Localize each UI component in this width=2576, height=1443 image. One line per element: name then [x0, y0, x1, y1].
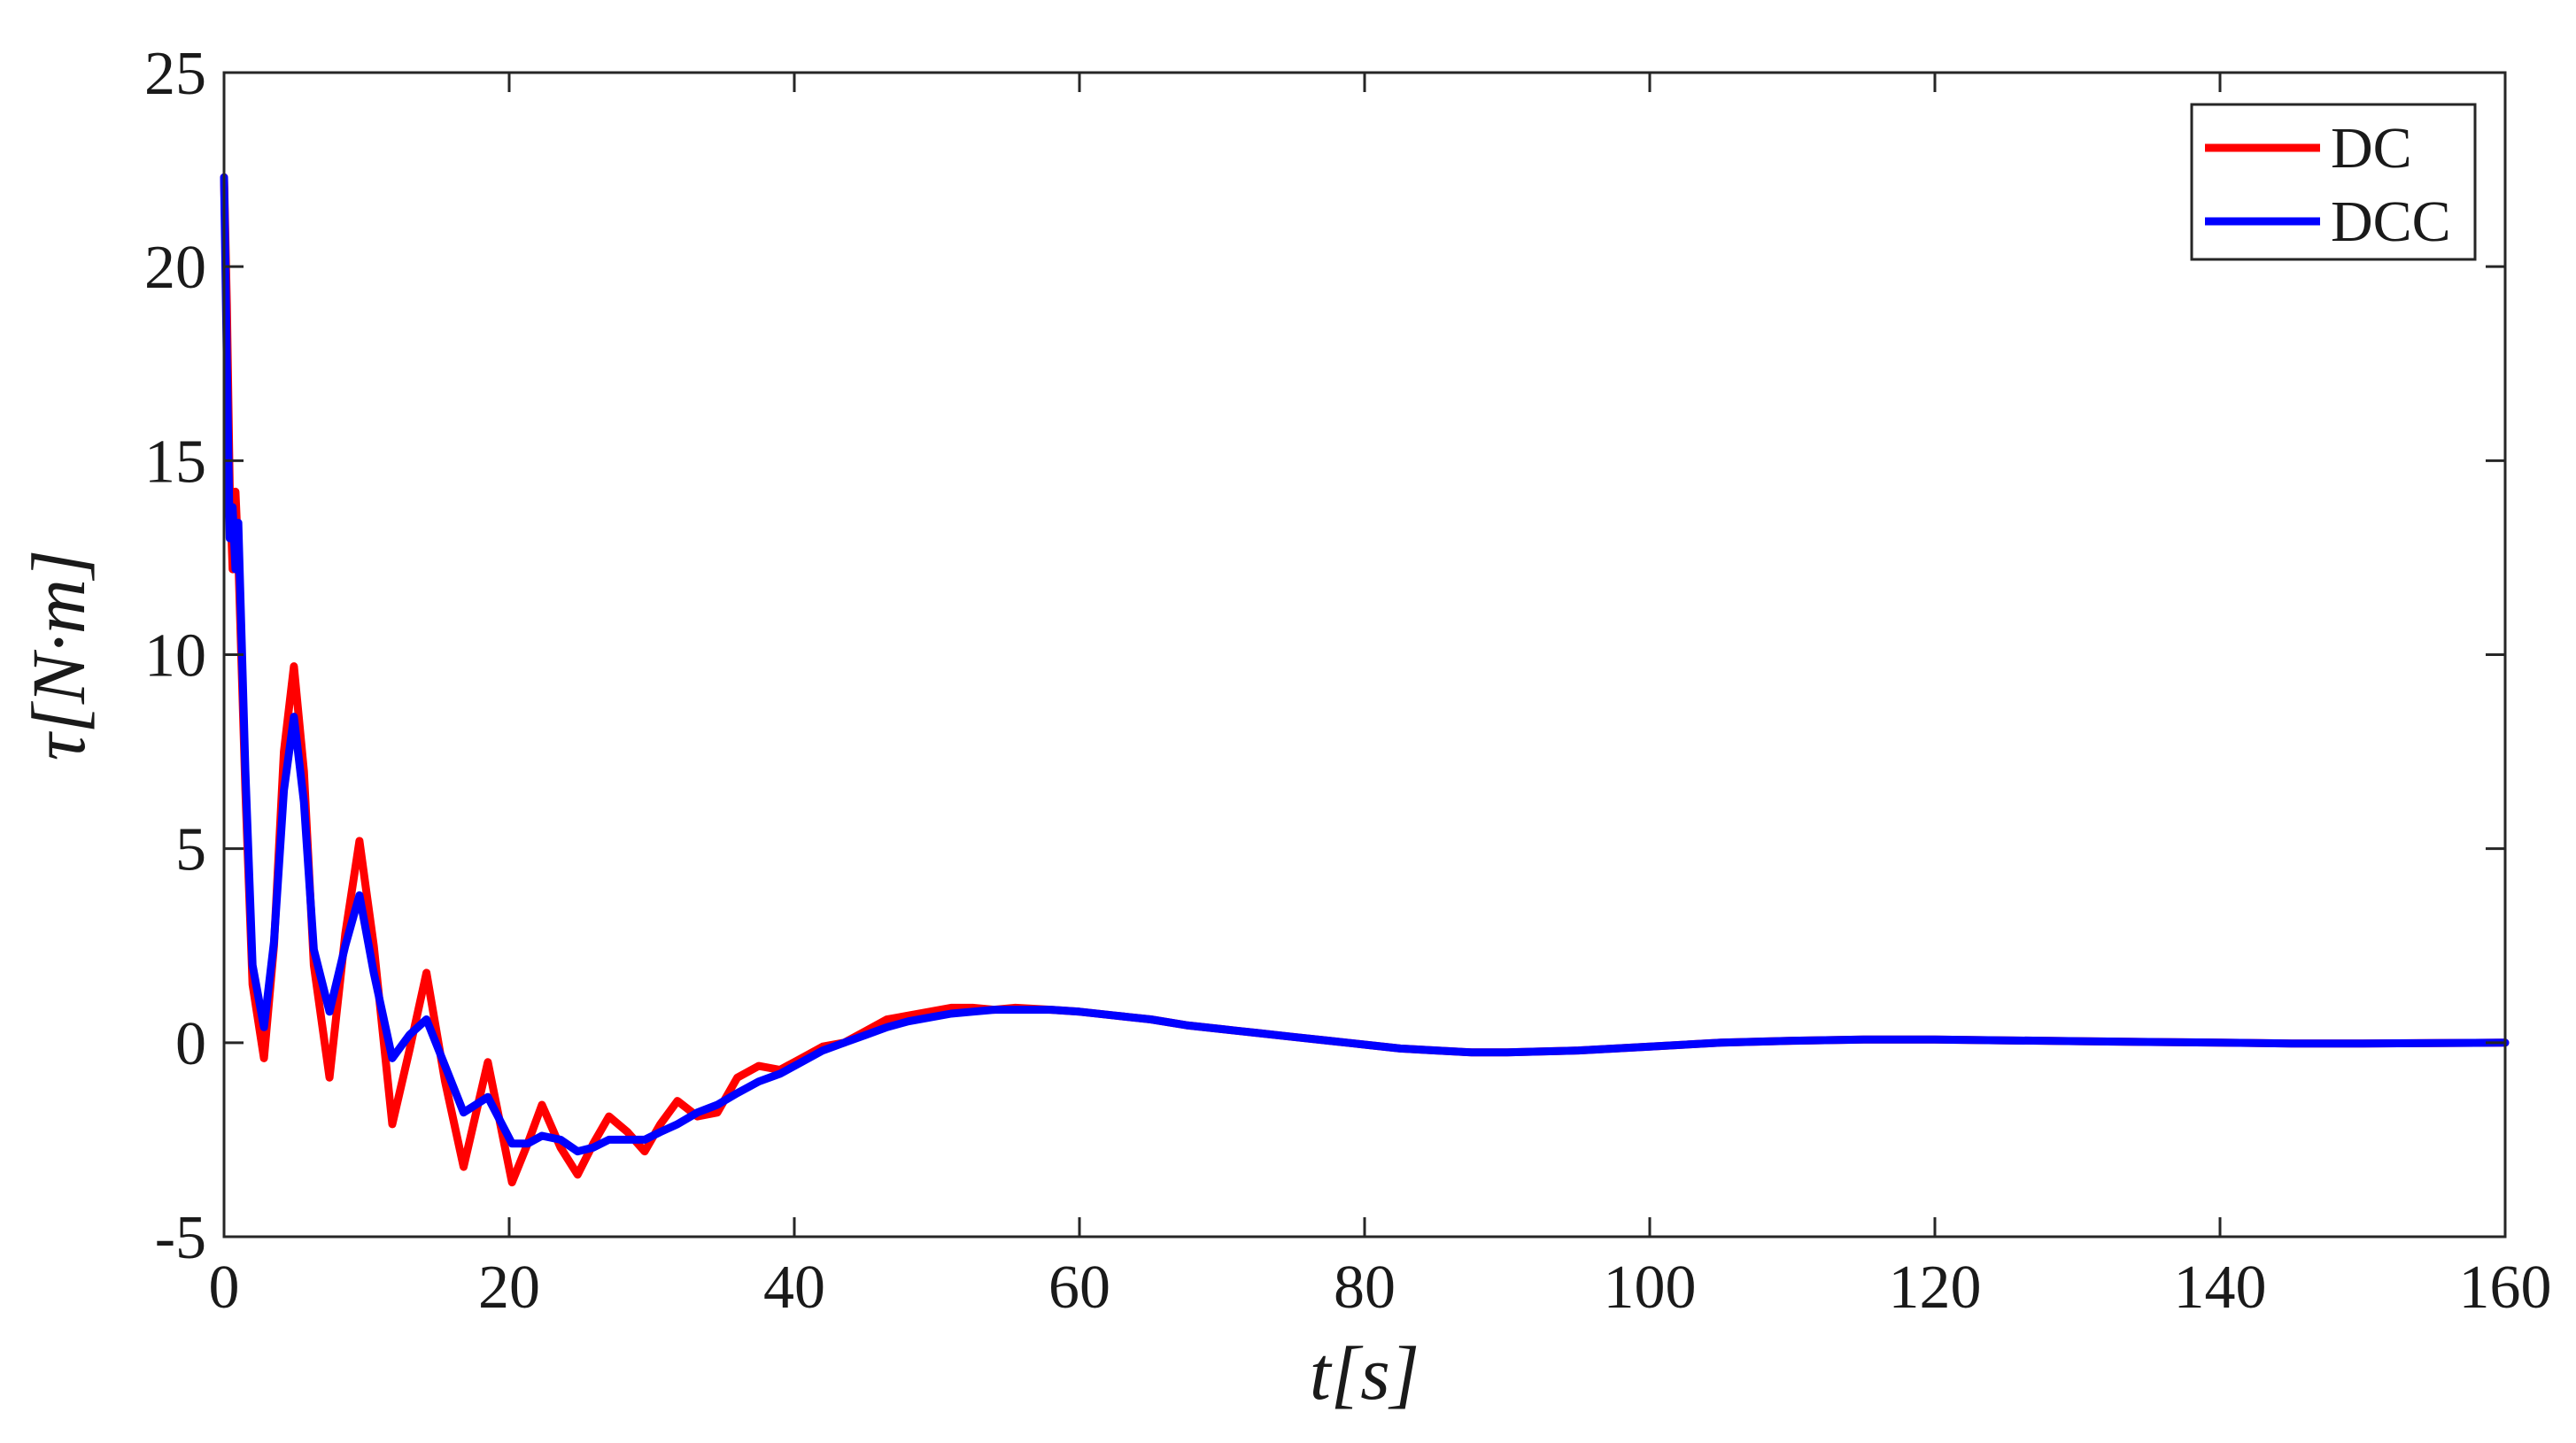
y-tick-label: 5 — [175, 816, 206, 884]
x-tick-label: 60 — [1048, 1254, 1110, 1322]
x-tick-label: 140 — [2174, 1254, 2267, 1322]
x-tick-label: 40 — [763, 1254, 825, 1322]
y-axis-label: τ[N·m] — [16, 550, 101, 761]
y-tick-label: 0 — [175, 1010, 206, 1078]
x-tick-label: 120 — [1889, 1254, 1982, 1322]
legend-label-dcc: DCC — [2331, 189, 2451, 254]
x-tick-label: 0 — [209, 1254, 240, 1322]
x-tick-label: 80 — [1334, 1254, 1396, 1322]
y-tick-label: 25 — [144, 40, 206, 108]
x-tick-label: 20 — [478, 1254, 540, 1322]
y-tick-label: 20 — [144, 234, 206, 302]
x-tick-label: 100 — [1604, 1254, 1697, 1322]
legend: DC DCC — [2190, 103, 2477, 261]
x-axis-label: t[s] — [1310, 1331, 1420, 1416]
legend-label-dc: DC — [2331, 116, 2412, 181]
series-line-dcc — [220, 173, 2510, 1156]
x-tick-label: 160 — [2459, 1254, 2552, 1322]
series-layer — [220, 173, 2510, 1187]
legend-box — [2190, 103, 2477, 261]
y-tick-label: 10 — [144, 622, 206, 691]
y-tick-label: -5 — [155, 1204, 206, 1272]
y-tick-label: 15 — [144, 428, 206, 496]
